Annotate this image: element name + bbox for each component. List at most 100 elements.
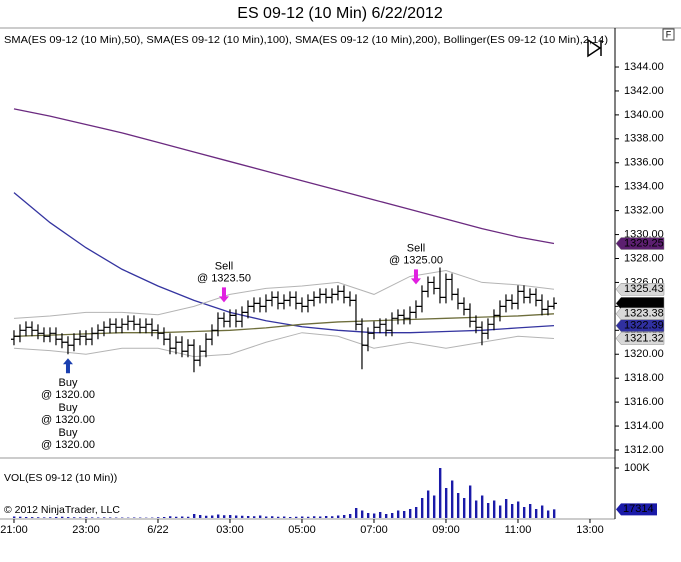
indicator-line bbox=[13, 269, 555, 319]
x-tick-label: 07:00 bbox=[360, 524, 388, 536]
ohlc-bar bbox=[166, 333, 173, 355]
indicator-legend: SMA(ES 09-12 (10 Min),50), SMA(ES 09-12 … bbox=[4, 34, 608, 46]
price-tag bbox=[615, 297, 665, 310]
x-tick-label: 09:00 bbox=[432, 524, 460, 536]
volume-bar bbox=[420, 498, 424, 518]
volume-bar bbox=[264, 516, 268, 518]
volume-bar bbox=[312, 516, 316, 518]
volume-bar bbox=[258, 515, 262, 518]
ohlc-bar bbox=[58, 333, 65, 349]
ohlc-bar bbox=[520, 285, 527, 304]
signal-side: Buy bbox=[58, 377, 77, 389]
volume-bar bbox=[48, 517, 52, 518]
ohlc-bar bbox=[154, 324, 161, 340]
ohlc-bar bbox=[280, 294, 287, 310]
signal-price: @ 1320.00 bbox=[41, 389, 95, 401]
scroll-end-icon[interactable] bbox=[587, 38, 602, 58]
signal-price: @ 1325.00 bbox=[389, 254, 443, 266]
ohlc-bar bbox=[16, 324, 23, 343]
y-tick-label: 1332.00 bbox=[624, 205, 664, 217]
volume-bar bbox=[288, 517, 292, 518]
f-button[interactable] bbox=[662, 28, 675, 41]
ohlc-bar bbox=[112, 318, 119, 334]
volume-bar bbox=[18, 516, 22, 518]
volume-bar bbox=[228, 515, 232, 518]
volume-bar bbox=[186, 516, 190, 518]
volume-bar bbox=[72, 517, 76, 518]
price-tag-label: 1322.39 bbox=[624, 320, 664, 332]
ohlc-bar bbox=[478, 321, 485, 346]
volume-bar bbox=[78, 517, 82, 518]
ohlc-bar bbox=[142, 318, 149, 334]
ohlc-bar bbox=[190, 339, 197, 373]
volume-bar bbox=[486, 503, 490, 518]
ohlc-bar bbox=[100, 321, 107, 337]
ohlc-bar bbox=[226, 309, 233, 328]
y-tick-label: 1334.00 bbox=[624, 181, 664, 193]
ohlc-bar bbox=[274, 291, 281, 310]
f-button-icon: F bbox=[666, 29, 672, 39]
ohlc-bar bbox=[400, 309, 407, 325]
ohlc-bar bbox=[172, 336, 179, 355]
volume-bar bbox=[348, 514, 352, 518]
ohlc-bar bbox=[184, 339, 191, 358]
volume-bar bbox=[30, 517, 34, 518]
ohlc-bar bbox=[370, 321, 377, 340]
ohlc-bar bbox=[94, 324, 101, 340]
volume-bar bbox=[42, 517, 46, 518]
ohlc-bar bbox=[328, 288, 335, 304]
volume-bar bbox=[222, 515, 226, 518]
price-tag-label: 1329.25 bbox=[624, 237, 664, 249]
volume-bar bbox=[300, 516, 304, 518]
volume-bar bbox=[534, 509, 538, 518]
ohlc-bar bbox=[316, 288, 323, 304]
y-tick-label: 1342.00 bbox=[624, 85, 664, 97]
volume-bar bbox=[384, 514, 388, 518]
volume-bar bbox=[444, 488, 448, 518]
ohlc-bar bbox=[22, 321, 29, 337]
volume-bar bbox=[462, 498, 466, 518]
y-tick-label: 1344.00 bbox=[624, 61, 664, 73]
volume-title: VOL(ES 09-12 (10 Min)) bbox=[4, 472, 117, 484]
ohlc-bar bbox=[298, 297, 305, 313]
y-tick-label: 100K bbox=[624, 462, 650, 474]
price-tag bbox=[615, 319, 665, 332]
indicator-line bbox=[13, 192, 555, 334]
ohlc-bar bbox=[466, 303, 473, 328]
volume-bar bbox=[210, 515, 214, 518]
ohlc-bar bbox=[64, 336, 71, 355]
signal-price: @ 1320.00 bbox=[41, 414, 95, 426]
volume-bar bbox=[168, 516, 172, 518]
ohlc-bar bbox=[496, 300, 503, 322]
y-tick-label: 1312.00 bbox=[624, 444, 664, 456]
volume-bar bbox=[246, 516, 250, 518]
ohlc-bar bbox=[10, 330, 17, 346]
ohlc-bar bbox=[394, 309, 401, 325]
volume-bar bbox=[540, 505, 544, 518]
volume-bar bbox=[456, 493, 460, 518]
volume-bar bbox=[174, 516, 178, 518]
volume-bar bbox=[330, 516, 334, 518]
ohlc-bar bbox=[340, 285, 347, 304]
volume-bar bbox=[510, 504, 514, 518]
volume-bar bbox=[180, 516, 184, 518]
volume-bar bbox=[60, 516, 64, 518]
ohlc-bar bbox=[34, 324, 41, 340]
volume-bar bbox=[468, 485, 472, 518]
y-tick-label: 1316.00 bbox=[624, 396, 664, 408]
ohlc-bar bbox=[514, 285, 521, 310]
price-tag-label: 1321.32 bbox=[624, 332, 664, 344]
ohlc-bar bbox=[106, 318, 113, 334]
ohlc-bar bbox=[382, 318, 389, 337]
volume-bar bbox=[240, 515, 244, 518]
signal-price: @ 1320.00 bbox=[41, 439, 95, 451]
volume-bar bbox=[276, 516, 280, 518]
volume-bar bbox=[516, 501, 520, 518]
ohlc-bar bbox=[304, 294, 311, 313]
ohlc-bar bbox=[358, 318, 365, 370]
volume-bar bbox=[372, 513, 376, 518]
ohlc-bar bbox=[238, 306, 245, 328]
ohlc-bar bbox=[442, 273, 449, 304]
ohlc-bar bbox=[376, 318, 383, 334]
